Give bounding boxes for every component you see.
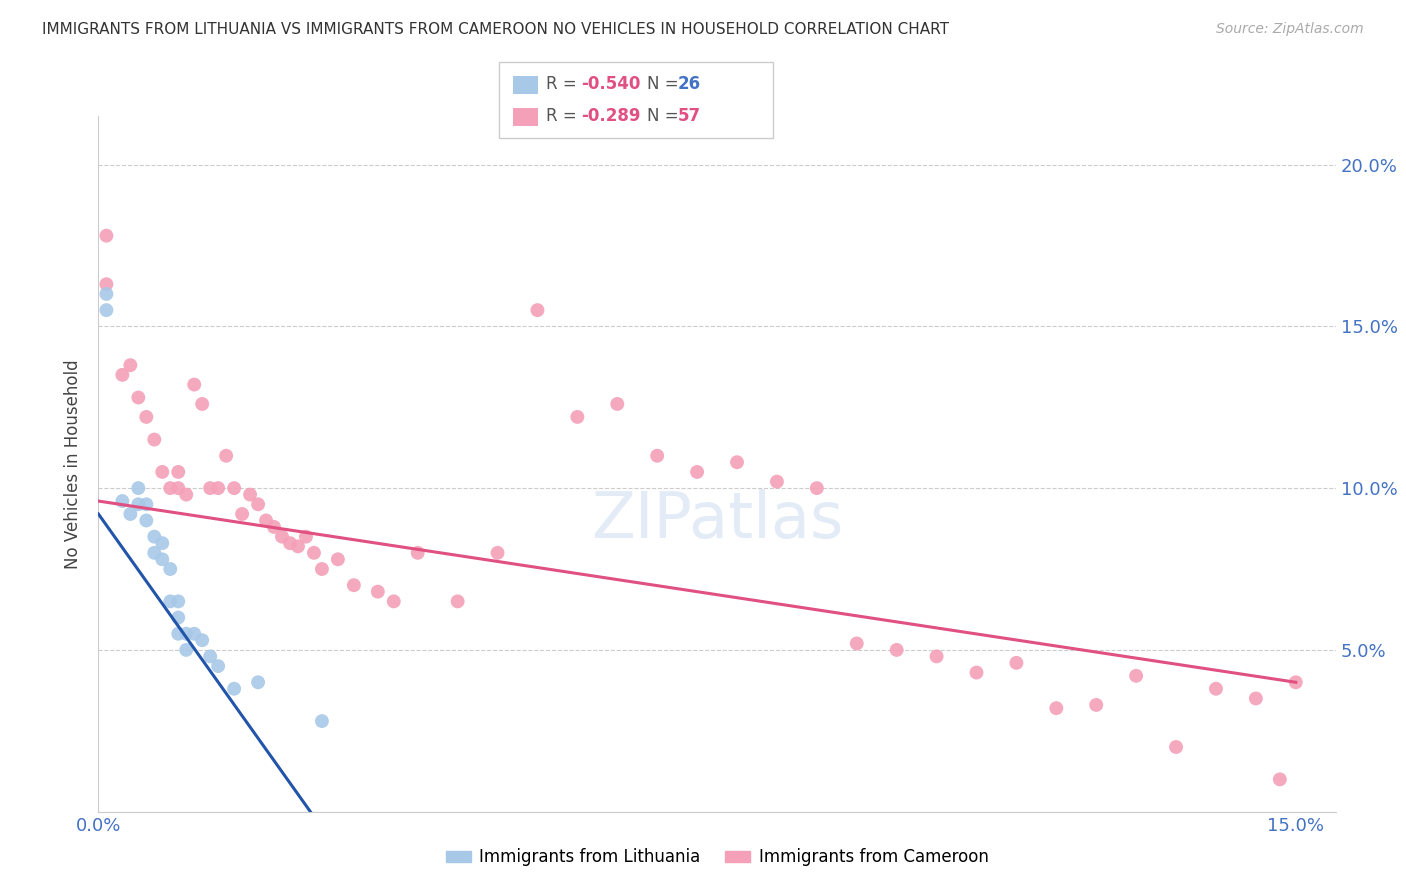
Point xyxy=(1285,675,1308,690)
Point xyxy=(406,546,429,560)
Point xyxy=(191,397,214,411)
Point xyxy=(183,377,205,392)
Point xyxy=(150,465,173,479)
Point xyxy=(96,228,118,243)
Point xyxy=(143,530,166,544)
Point xyxy=(150,536,173,550)
Point xyxy=(1085,698,1108,712)
Point xyxy=(606,397,628,411)
Point xyxy=(143,546,166,560)
Point xyxy=(486,546,509,560)
Text: R =: R = xyxy=(546,75,582,93)
Point xyxy=(263,520,285,534)
Point xyxy=(224,681,246,696)
Point xyxy=(167,626,190,640)
Point xyxy=(96,287,118,301)
Point xyxy=(174,626,197,640)
Legend: Immigrants from Lithuania, Immigrants from Cameroon: Immigrants from Lithuania, Immigrants fr… xyxy=(439,842,995,873)
Point xyxy=(198,649,221,664)
Point xyxy=(925,649,948,664)
Point xyxy=(174,487,197,501)
Point xyxy=(159,594,181,608)
Text: N =: N = xyxy=(647,75,683,93)
Point xyxy=(302,546,325,560)
Text: 57: 57 xyxy=(678,107,700,125)
Text: -0.289: -0.289 xyxy=(581,107,640,125)
Point xyxy=(247,675,270,690)
Text: N =: N = xyxy=(647,107,683,125)
Point xyxy=(446,594,468,608)
Y-axis label: No Vehicles in Household: No Vehicles in Household xyxy=(65,359,83,569)
Text: -0.540: -0.540 xyxy=(581,75,640,93)
Point xyxy=(567,409,589,424)
Point xyxy=(111,494,134,508)
Point xyxy=(239,487,262,501)
Point xyxy=(191,633,214,648)
Point xyxy=(198,481,221,495)
Point xyxy=(96,303,118,318)
Point xyxy=(135,409,157,424)
Point xyxy=(231,507,253,521)
Point xyxy=(127,391,149,405)
Point xyxy=(150,552,173,566)
Point xyxy=(287,540,309,554)
Point xyxy=(111,368,134,382)
Point xyxy=(120,507,142,521)
Point xyxy=(174,643,197,657)
Point xyxy=(120,358,142,372)
Text: R =: R = xyxy=(546,107,582,125)
Point xyxy=(311,714,333,728)
Point xyxy=(1205,681,1227,696)
Point xyxy=(143,433,166,447)
Point xyxy=(215,449,238,463)
Point xyxy=(295,530,318,544)
Point xyxy=(159,481,181,495)
Point xyxy=(382,594,405,608)
Point xyxy=(224,481,246,495)
Point xyxy=(167,610,190,624)
Point xyxy=(271,530,294,544)
Point xyxy=(806,481,828,495)
Point xyxy=(207,659,229,673)
Point xyxy=(645,449,668,463)
Text: IMMIGRANTS FROM LITHUANIA VS IMMIGRANTS FROM CAMEROON NO VEHICLES IN HOUSEHOLD C: IMMIGRANTS FROM LITHUANIA VS IMMIGRANTS … xyxy=(42,22,949,37)
Point xyxy=(1005,656,1028,670)
Point xyxy=(135,497,157,511)
Point xyxy=(367,584,389,599)
Point xyxy=(135,513,157,527)
Point xyxy=(1268,772,1291,787)
Point xyxy=(1164,739,1187,754)
Point xyxy=(167,481,190,495)
Point xyxy=(1244,691,1267,706)
Point xyxy=(343,578,366,592)
Point xyxy=(167,465,190,479)
Point xyxy=(725,455,748,469)
Point xyxy=(311,562,333,576)
Point xyxy=(1045,701,1067,715)
Point xyxy=(526,303,548,318)
Point xyxy=(886,643,908,657)
Point xyxy=(167,594,190,608)
Point xyxy=(966,665,988,680)
Point xyxy=(254,513,277,527)
Point xyxy=(96,277,118,292)
Point xyxy=(326,552,349,566)
Point xyxy=(686,465,709,479)
Point xyxy=(845,636,868,650)
Point xyxy=(766,475,789,489)
Point xyxy=(247,497,270,511)
Point xyxy=(127,497,149,511)
Text: Source: ZipAtlas.com: Source: ZipAtlas.com xyxy=(1216,22,1364,37)
Point xyxy=(159,562,181,576)
Text: 26: 26 xyxy=(678,75,700,93)
Point xyxy=(183,626,205,640)
Point xyxy=(278,536,301,550)
Point xyxy=(207,481,229,495)
Point xyxy=(127,481,149,495)
Text: ZIPatlas: ZIPatlas xyxy=(591,489,844,550)
Point xyxy=(1125,669,1147,683)
